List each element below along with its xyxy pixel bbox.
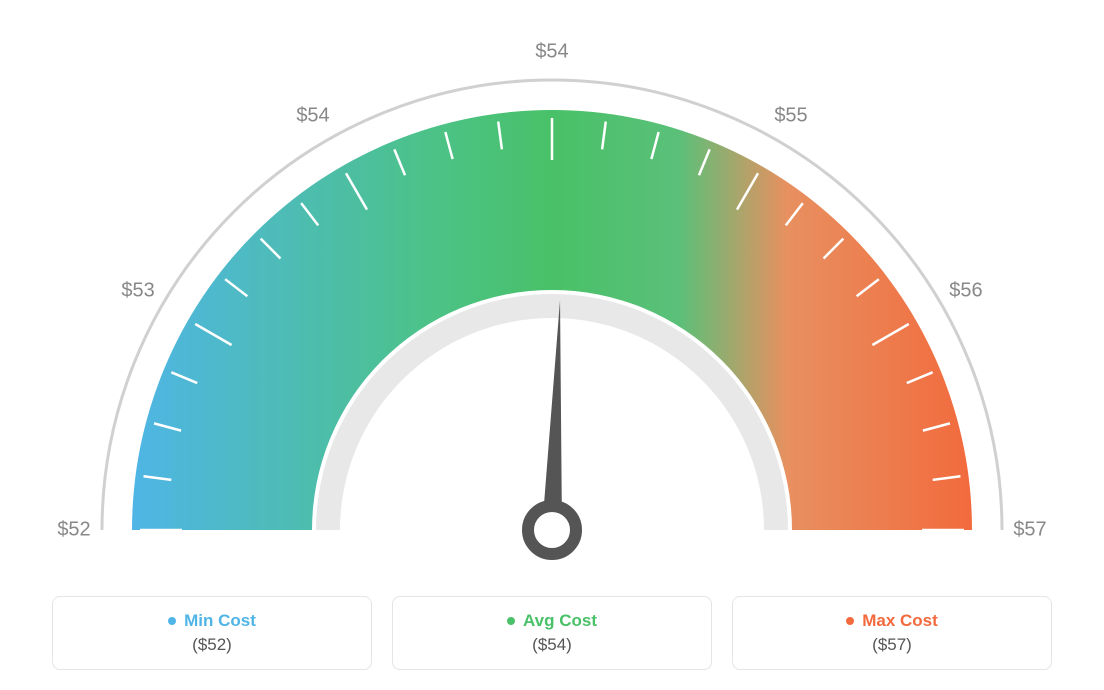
legend-row: Min Cost ($52) Avg Cost ($54) Max Cost (… bbox=[32, 596, 1072, 670]
dot-icon bbox=[507, 617, 515, 625]
legend-max-label: Max Cost bbox=[862, 611, 938, 631]
dot-icon bbox=[168, 617, 176, 625]
svg-text:$54: $54 bbox=[535, 40, 568, 62]
svg-text:$52: $52 bbox=[57, 518, 90, 540]
legend-avg-value: ($54) bbox=[413, 635, 691, 655]
legend-min-value: ($52) bbox=[73, 635, 351, 655]
svg-text:$57: $57 bbox=[1013, 518, 1046, 540]
legend-card-min: Min Cost ($52) bbox=[52, 596, 372, 670]
legend-min-label: Min Cost bbox=[184, 611, 256, 631]
gauge-svg: $52 $53 $54 $54 $55 $56 $57 bbox=[22, 30, 1082, 590]
svg-text:$56: $56 bbox=[949, 279, 982, 301]
svg-text:$53: $53 bbox=[121, 279, 154, 301]
svg-text:$55: $55 bbox=[774, 104, 807, 126]
legend-avg-label: Avg Cost bbox=[523, 611, 597, 631]
legend-card-avg: Avg Cost ($54) bbox=[392, 596, 712, 670]
cost-gauge-chart: $52 $53 $54 $54 $55 $56 $57 bbox=[22, 30, 1082, 590]
dot-icon bbox=[846, 617, 854, 625]
legend-card-max: Max Cost ($57) bbox=[732, 596, 1052, 670]
svg-text:$54: $54 bbox=[296, 104, 329, 126]
legend-max-value: ($57) bbox=[753, 635, 1031, 655]
